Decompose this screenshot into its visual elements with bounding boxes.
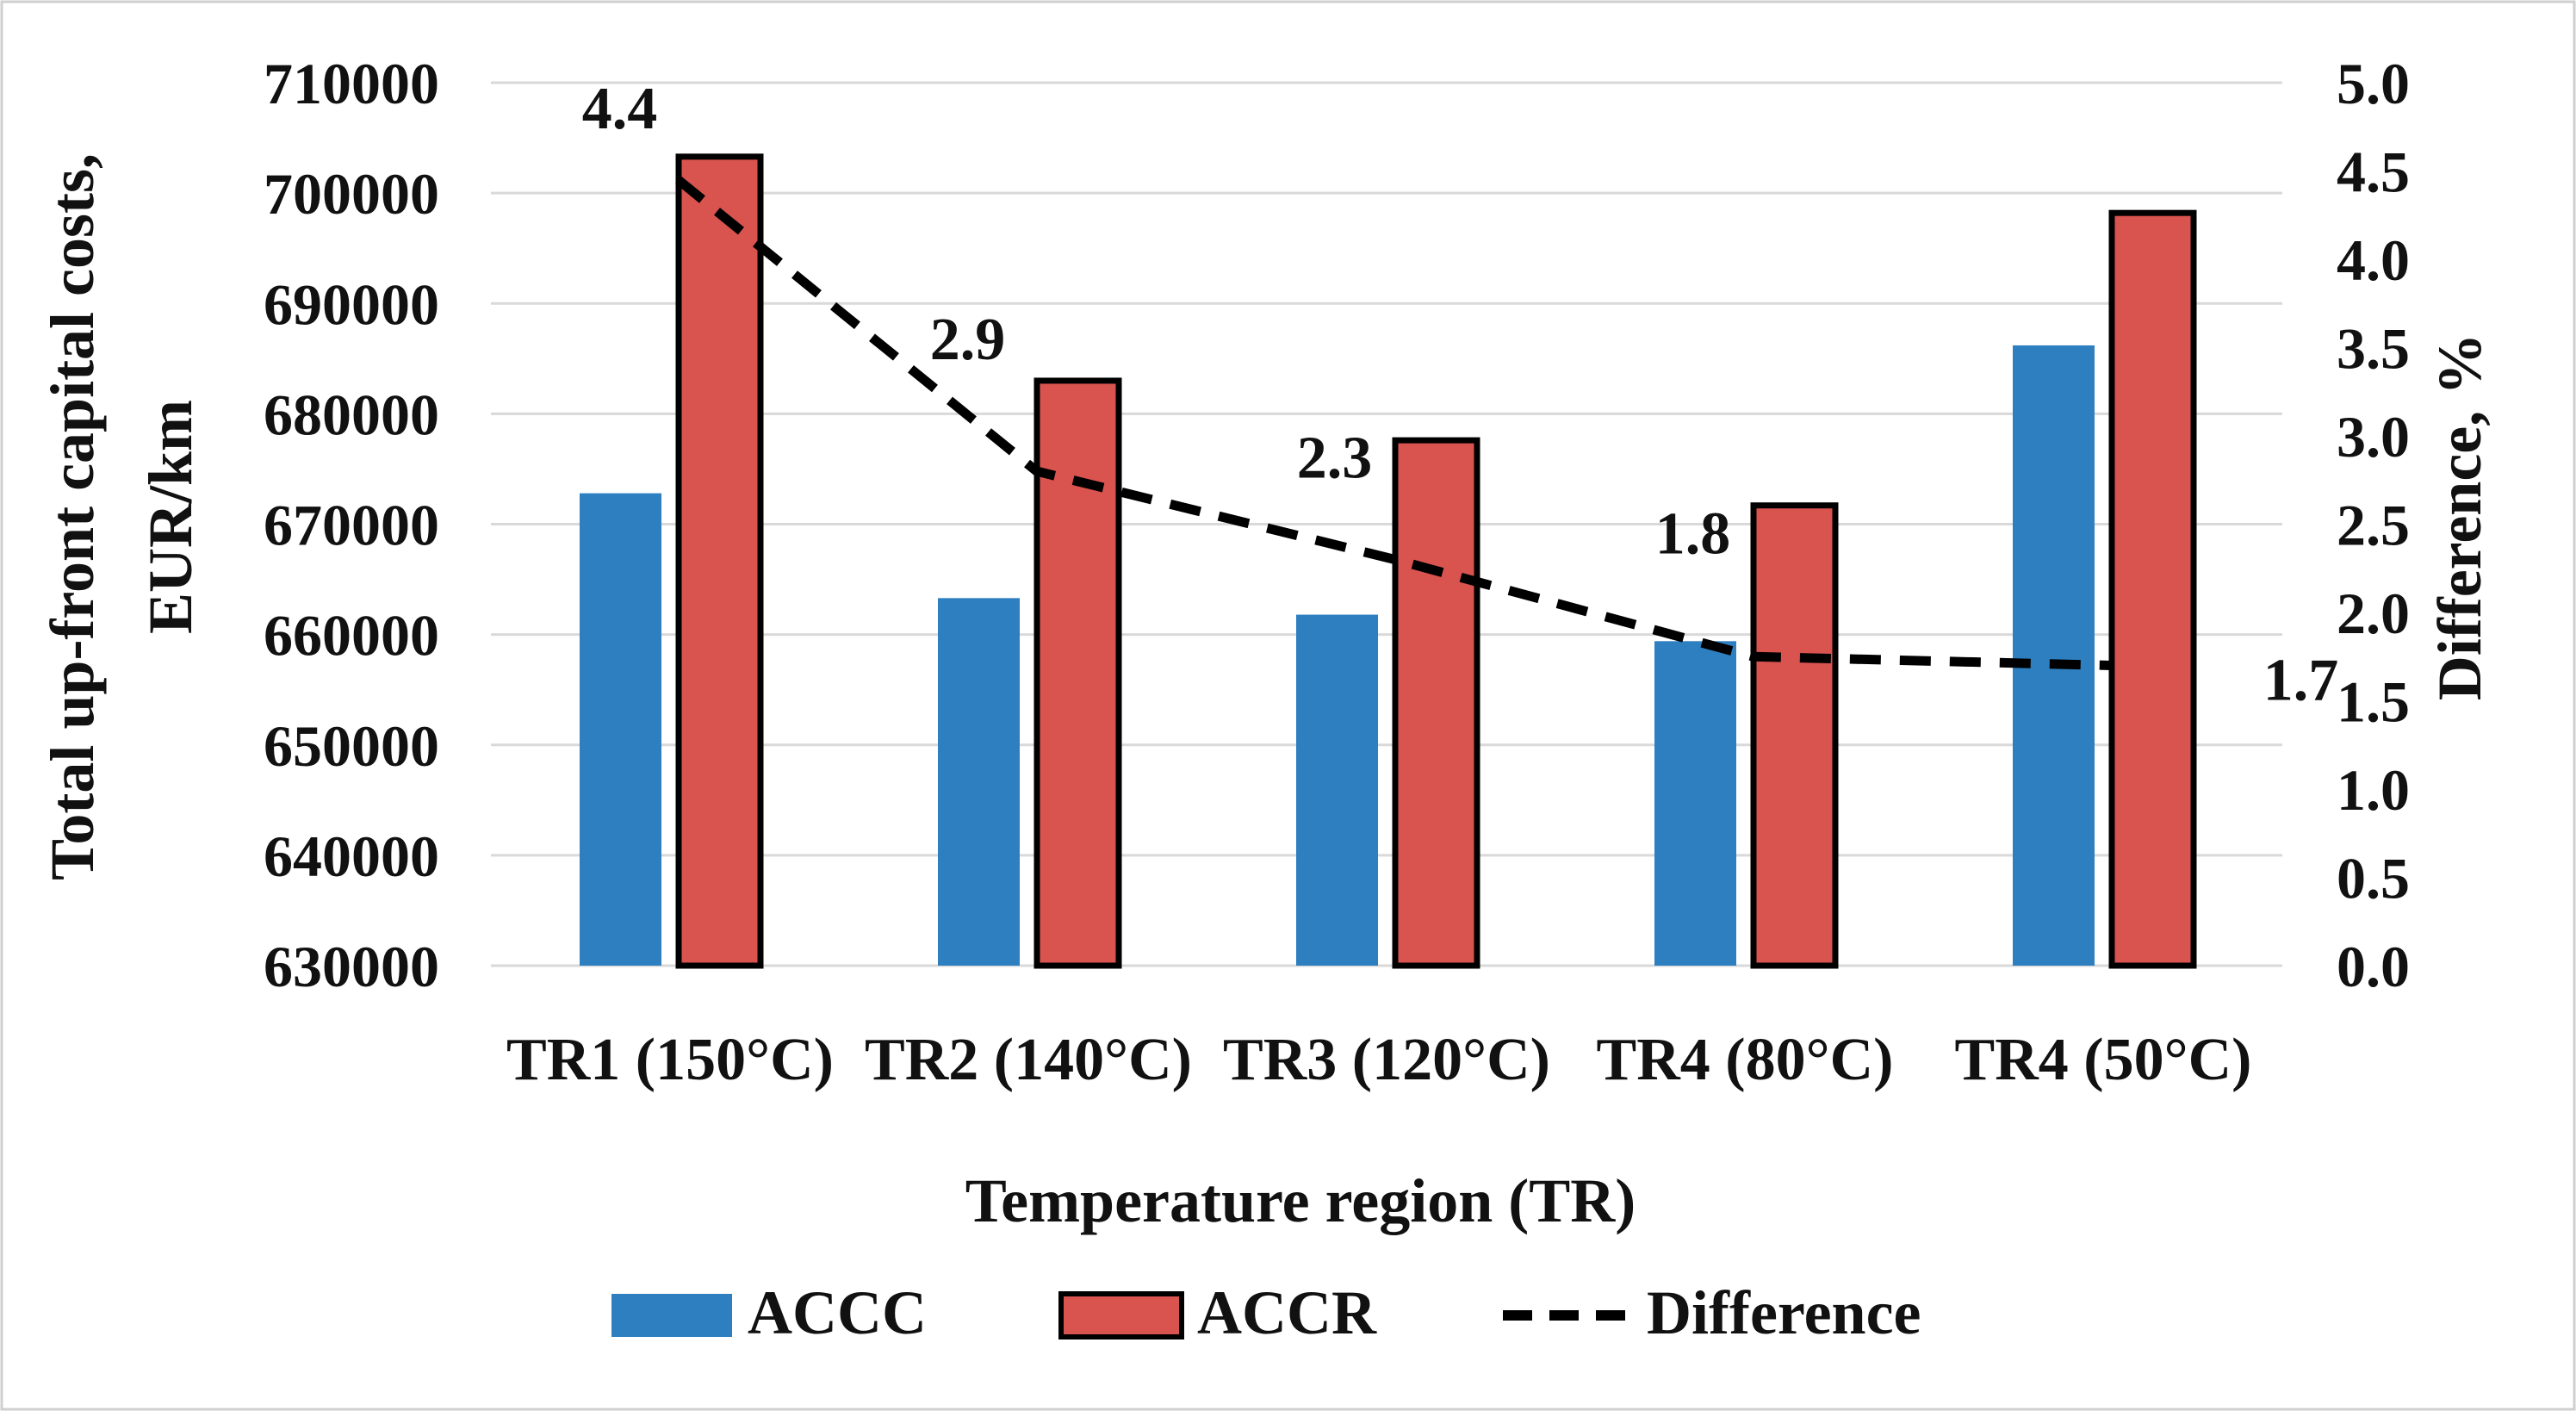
y2-tick-label: 2.5 <box>2337 493 2410 558</box>
bar-accc <box>938 598 1020 966</box>
bar-accc <box>2013 345 2095 966</box>
y2-tick-label: 1.0 <box>2337 757 2410 823</box>
x-axis-title: Temperature region (TR) <box>965 1166 1636 1235</box>
legend-label-difference: Difference <box>1647 1278 1921 1347</box>
bar-accc <box>1296 614 1378 966</box>
y2-tick-label: 1.5 <box>2337 669 2410 735</box>
y2-tick-label: 3.5 <box>2337 316 2410 382</box>
y-tick-label: 630000 <box>264 934 439 999</box>
y-axis-title-line-1: Total up-front capital costs, <box>38 153 107 880</box>
bar-accr <box>1750 502 1839 969</box>
y-tick-label: 650000 <box>264 713 439 779</box>
y2-tick-label: 4.5 <box>2337 140 2410 205</box>
bars <box>580 153 2197 969</box>
x-tick-label: TR2 (140°C) <box>865 1027 1192 1093</box>
y2-tick-label: 5.0 <box>2337 51 2410 116</box>
bar-accc <box>1654 641 1736 966</box>
x-tick-label: TR3 (120°C) <box>1223 1027 1550 1093</box>
difference-line-group <box>675 176 2112 670</box>
gridlines <box>491 81 2282 967</box>
bar-accr <box>675 153 764 969</box>
y-tick-label: 700000 <box>264 161 439 227</box>
y-tick-label: 640000 <box>264 824 439 889</box>
bar-accc <box>580 493 661 966</box>
y2-tick-label: 3.0 <box>2337 404 2410 469</box>
difference-data-label: 2.3 <box>1297 426 1373 492</box>
y-tick-label: 680000 <box>264 382 439 447</box>
y-tick-label: 710000 <box>264 51 439 116</box>
x-tick-label: TR1 (150°C) <box>506 1027 834 1093</box>
y-tick-label: 670000 <box>264 493 439 558</box>
y-tick-label: 660000 <box>264 603 439 668</box>
y2-tick-label: 2.0 <box>2337 581 2410 646</box>
difference-line <box>675 176 2112 670</box>
x-tick-label: TR4 (50°C) <box>1955 1027 2252 1093</box>
legend-label-accc: ACCC <box>748 1278 927 1347</box>
y-tick-label: 690000 <box>264 271 439 337</box>
difference-data-label: 1.7 <box>2263 648 2339 714</box>
x-tick-label: TR4 (80°C) <box>1597 1027 1894 1093</box>
legend-label-accr: ACCR <box>1197 1278 1377 1347</box>
ticks: 710000 700000 690000 680000 670000 660000 6500… <box>264 51 2410 1093</box>
legend-swatch-accr <box>1058 1291 1184 1340</box>
difference-data-label: 2.9 <box>930 307 1006 373</box>
y2-tick-label: 0.0 <box>2337 934 2410 999</box>
data-labels: 4.4 2.9 2.3 1.8 1.7 <box>582 76 2339 714</box>
legend: ACCC ACCR Difference <box>611 1278 1921 1347</box>
y2-tick-label: 0.5 <box>2337 846 2410 911</box>
bar-accr <box>1392 437 1480 969</box>
difference-data-label: 1.8 <box>1655 500 1731 567</box>
y2-tick-label: 4.0 <box>2337 227 2410 293</box>
bar-accr <box>2108 209 2197 969</box>
y2-axis-title: Difference, % <box>2425 333 2494 700</box>
difference-data-label: 4.4 <box>582 76 658 142</box>
legend-swatch-accc <box>611 1294 732 1337</box>
bar-accr <box>1034 377 1122 969</box>
y-axis-title-line-2: EUR/km <box>136 400 205 634</box>
